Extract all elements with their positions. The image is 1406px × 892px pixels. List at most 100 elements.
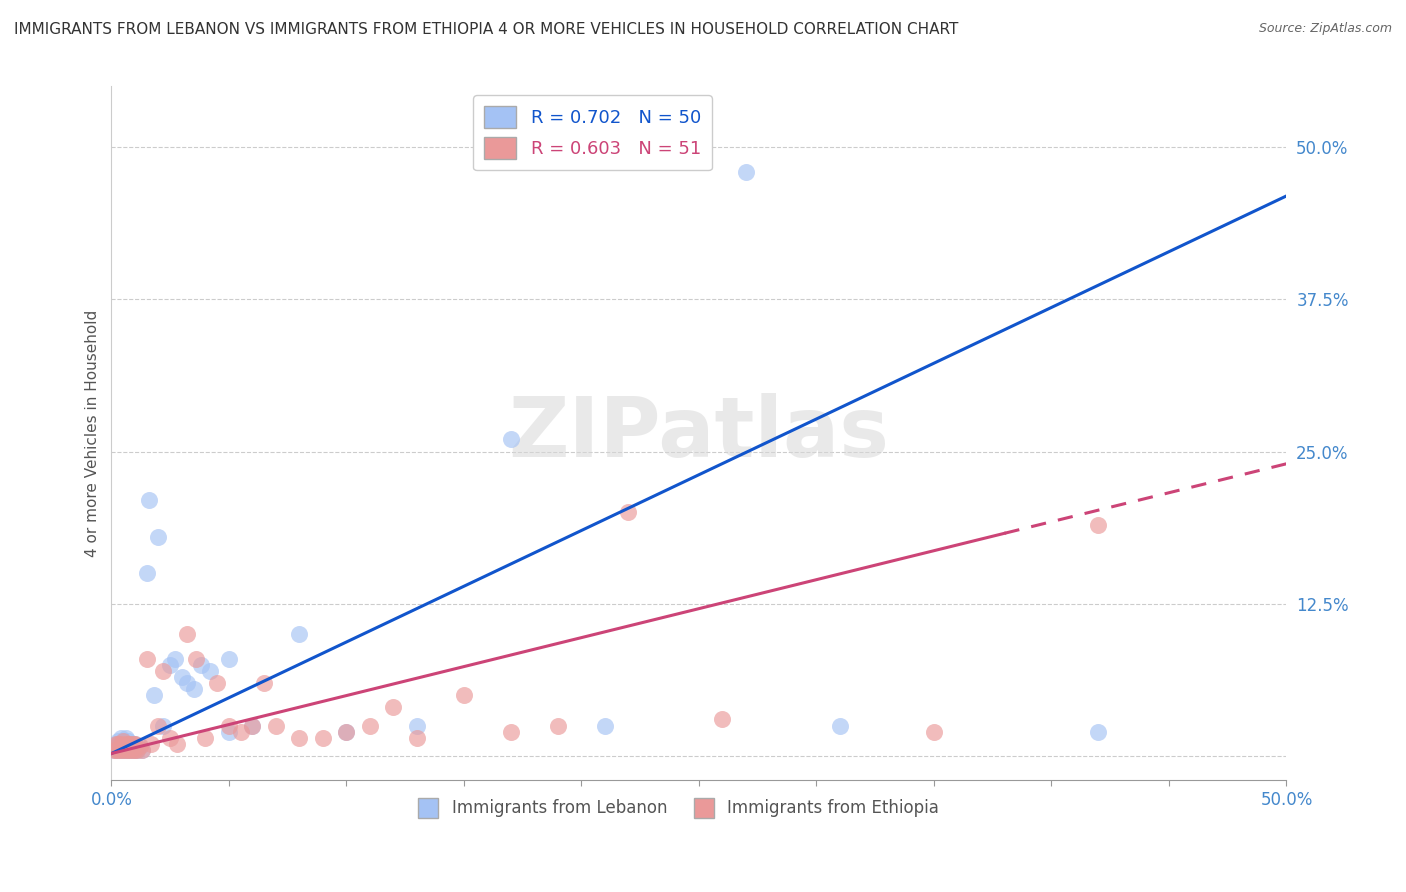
Point (406, 718, 429, 732)
Point (359, 718, 381, 732)
Point (205, 676, 228, 690)
Point (711, 713, 734, 727)
Point (117, 739, 139, 754)
Point (148, 718, 170, 732)
Point (112, 743, 135, 757)
Point (112, 743, 135, 757)
Point (103, 743, 125, 757)
Point (103, 743, 125, 757)
Point (124, 743, 146, 757)
Point (114, 731, 136, 745)
Point (114, 743, 136, 757)
Point (114, 737, 136, 751)
Point (828, 718, 851, 732)
Point (107, 734, 129, 748)
Point (198, 664, 221, 678)
Point (114, 737, 136, 751)
Point (110, 743, 132, 757)
Point (110, 731, 132, 745)
Point (112, 734, 135, 748)
Point (105, 743, 128, 757)
Point (135, 566, 157, 581)
Point (170, 670, 193, 684)
Point (110, 743, 132, 757)
Point (152, 664, 174, 678)
Point (335, 724, 357, 739)
Point (120, 737, 142, 751)
Point (112, 739, 135, 754)
Point (120, 743, 142, 757)
Point (138, 493, 160, 508)
Y-axis label: 4 or more Vehicles in Household: 4 or more Vehicles in Household (86, 310, 100, 557)
Point (176, 676, 198, 690)
Point (121, 737, 143, 751)
Point (121, 743, 143, 757)
Point (128, 739, 150, 754)
Point (114, 743, 136, 757)
Point (131, 743, 153, 757)
Point (264, 718, 287, 732)
Point (107, 743, 129, 757)
Point (127, 743, 149, 757)
Point (163, 651, 186, 665)
Point (1087, 517, 1109, 532)
Point (288, 627, 311, 641)
Point (112, 739, 135, 754)
Point (117, 743, 139, 757)
Point (166, 737, 188, 751)
Point (105, 739, 128, 754)
Point (159, 657, 181, 672)
Point (124, 743, 146, 757)
Point (218, 718, 240, 732)
Point (120, 743, 142, 757)
Point (127, 743, 149, 757)
Point (242, 718, 264, 732)
Point (124, 737, 146, 751)
Point (183, 681, 205, 696)
Point (176, 627, 198, 641)
Text: ZIPatlas: ZIPatlas (509, 392, 890, 474)
Point (120, 737, 142, 751)
Point (107, 739, 129, 754)
Point (107, 743, 129, 757)
Point (117, 734, 139, 748)
Point (406, 731, 429, 745)
Point (735, 164, 758, 178)
Text: Source: ZipAtlas.com: Source: ZipAtlas.com (1258, 22, 1392, 36)
Point (312, 731, 335, 745)
Point (453, 688, 475, 702)
Text: IMMIGRANTS FROM LEBANON VS IMMIGRANTS FROM ETHIOPIA 4 OR MORE VEHICLES IN HOUSEH: IMMIGRANTS FROM LEBANON VS IMMIGRANTS FR… (14, 22, 959, 37)
Point (382, 700, 405, 714)
Point (105, 737, 128, 751)
Point (148, 530, 170, 544)
Point (124, 737, 146, 751)
Point (922, 724, 945, 739)
Point (117, 743, 139, 757)
Point (152, 718, 174, 732)
Point (135, 651, 157, 665)
Point (194, 731, 217, 745)
Point (110, 737, 132, 751)
Legend: Immigrants from Lebanon, Immigrants from Ethiopia: Immigrants from Lebanon, Immigrants from… (405, 793, 946, 824)
Point (253, 676, 276, 690)
Point (335, 724, 357, 739)
Point (499, 433, 522, 447)
Point (128, 739, 150, 754)
Point (131, 743, 153, 757)
Point (1087, 724, 1109, 739)
Point (218, 651, 240, 665)
Point (218, 724, 240, 739)
Point (110, 737, 132, 751)
Point (121, 737, 143, 751)
Point (141, 737, 163, 751)
Point (142, 688, 165, 702)
Point (593, 718, 616, 732)
Point (547, 718, 569, 732)
Point (112, 734, 135, 748)
Point (242, 718, 264, 732)
Point (105, 737, 128, 751)
Point (617, 506, 640, 520)
Point (288, 731, 311, 745)
Point (229, 724, 252, 739)
Point (159, 731, 181, 745)
